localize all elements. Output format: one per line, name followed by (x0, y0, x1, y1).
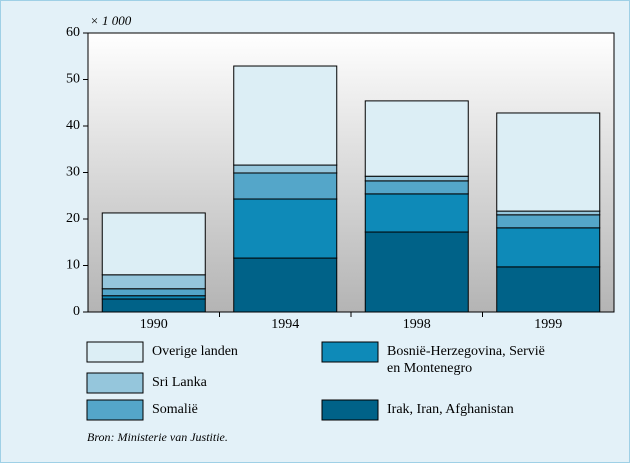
x-tick-label: 1998 (403, 317, 431, 332)
bar-segment (233, 198, 338, 259)
bar-segment (364, 175, 469, 182)
y-tick-label: 0 (73, 304, 80, 319)
legend-label: Sri Lanka (152, 375, 207, 390)
bar-segment (496, 227, 601, 268)
legend-label: Irak, Iran, Afghanistan (387, 402, 514, 417)
y-unit-label: × 1 000 (90, 13, 132, 28)
bar-segment (101, 274, 206, 290)
bar-segment (101, 288, 206, 297)
x-tick-label: 1994 (271, 317, 299, 332)
bar-segment (364, 100, 469, 177)
bar-segment (233, 172, 338, 200)
source: Bron: Ministerie van Justitie. (87, 430, 228, 444)
x-tick-label: 1990 (140, 317, 168, 332)
bar-segment (496, 214, 601, 229)
y-tick-label: 30 (66, 165, 80, 180)
legend-label: Somalië (152, 402, 198, 417)
bar-segment (364, 180, 469, 195)
legend-swatch (321, 399, 379, 421)
bar-segment (233, 65, 338, 166)
bar-segment (496, 112, 601, 212)
bar-segment (233, 257, 338, 313)
bar-segment (101, 298, 206, 313)
legend-label: Bosnië-Herzegovina, Servië en Montenegro (387, 344, 545, 376)
bar-segment (496, 210, 601, 216)
x-tick-label: 1999 (534, 317, 562, 332)
y-tick-label: 40 (66, 118, 80, 133)
legend-swatch (86, 341, 144, 363)
legend-swatch (86, 372, 144, 394)
legend-swatch (321, 341, 379, 363)
y-tick-label: 10 (66, 258, 80, 273)
bar-segment (364, 231, 469, 313)
bar-segment (101, 212, 206, 276)
legend-swatch (86, 399, 144, 421)
legend-label: Overige landen (152, 344, 238, 359)
y-tick-label: 60 (66, 25, 80, 40)
y-tick-label: 20 (66, 211, 80, 226)
bar-segment (233, 164, 338, 174)
bar-segment (496, 266, 601, 313)
y-tick-label: 50 (66, 72, 80, 87)
bar-segment (364, 193, 469, 233)
